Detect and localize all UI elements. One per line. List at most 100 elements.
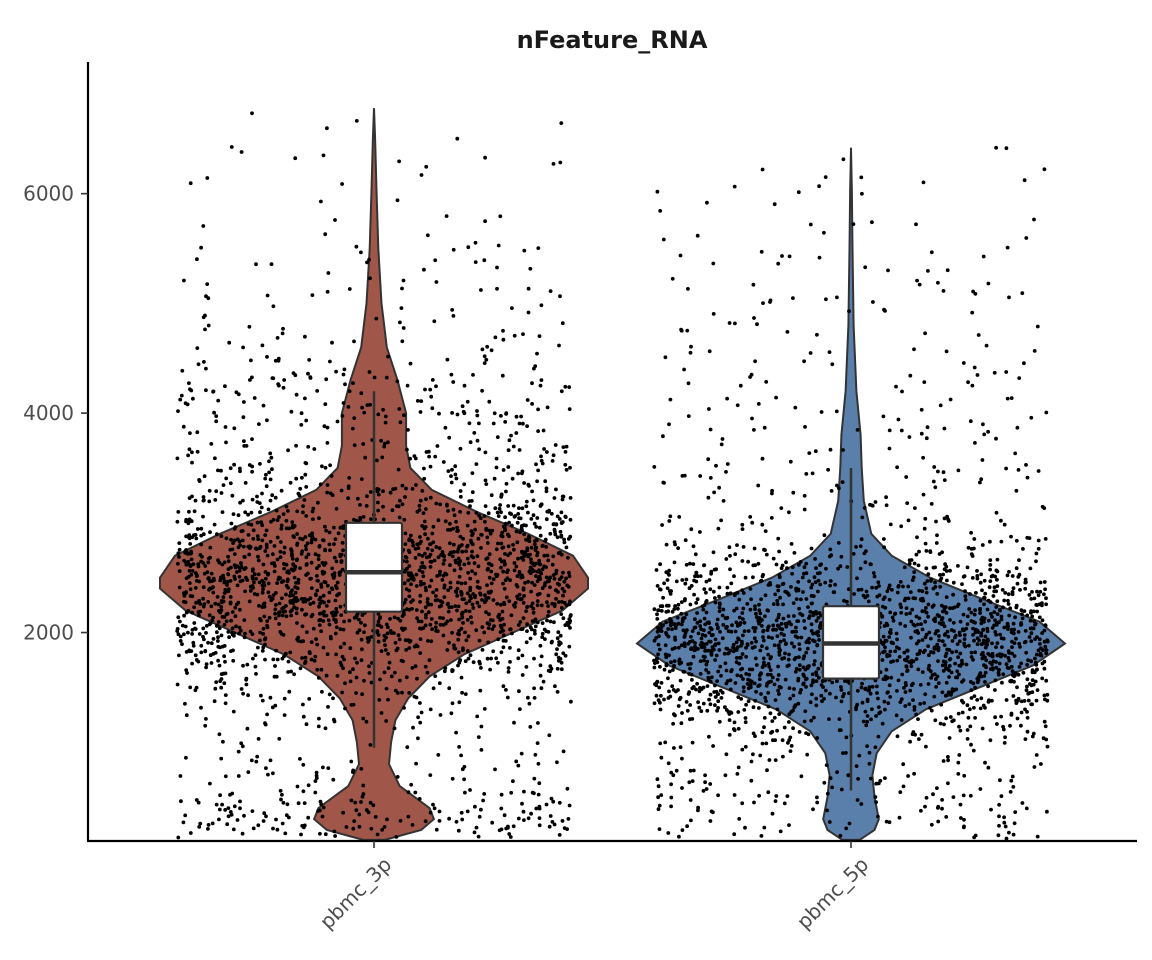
data-point <box>737 817 742 821</box>
data-point <box>409 533 413 538</box>
data-point <box>752 546 757 551</box>
data-point <box>1027 690 1032 695</box>
data-point <box>863 265 868 270</box>
data-point <box>413 456 418 461</box>
data-point <box>250 632 255 636</box>
data-point <box>759 249 764 254</box>
data-point <box>239 687 244 691</box>
data-point <box>831 590 836 594</box>
data-point <box>676 546 680 550</box>
data-point <box>403 555 408 559</box>
data-point <box>766 691 771 695</box>
data-point <box>749 759 754 764</box>
data-point <box>672 659 677 663</box>
data-point <box>876 580 881 585</box>
data-point <box>927 653 931 658</box>
data-point <box>684 700 689 704</box>
data-point <box>484 610 488 615</box>
data-point <box>353 656 357 661</box>
data-point <box>419 173 424 177</box>
data-point <box>561 593 565 598</box>
data-point <box>993 618 997 623</box>
data-point <box>693 644 697 649</box>
data-point <box>321 593 326 598</box>
data-point <box>711 810 715 815</box>
data-point <box>520 801 524 806</box>
data-point <box>416 546 421 550</box>
data-point <box>776 261 781 266</box>
data-point <box>455 608 459 613</box>
data-point <box>568 517 573 522</box>
data-point <box>654 636 658 640</box>
data-point <box>318 808 322 813</box>
data-point <box>221 576 226 581</box>
data-point <box>215 532 219 537</box>
data-point <box>566 817 571 821</box>
data-point <box>941 759 946 763</box>
data-point <box>552 496 557 500</box>
data-point <box>499 495 504 499</box>
data-point <box>460 690 464 695</box>
data-point <box>473 260 478 264</box>
data-point <box>830 362 835 367</box>
data-point <box>732 574 736 579</box>
data-point <box>189 549 194 554</box>
data-point <box>563 653 568 658</box>
data-point <box>779 621 784 626</box>
data-point <box>467 609 472 614</box>
data-point <box>320 689 324 694</box>
data-point <box>865 714 870 718</box>
data-point <box>822 533 827 538</box>
data-point <box>994 589 999 594</box>
data-point <box>438 713 443 717</box>
data-point <box>668 620 672 624</box>
data-point <box>496 514 501 518</box>
data-point <box>702 587 707 591</box>
data-point <box>807 579 811 584</box>
data-point <box>704 787 709 791</box>
data-point <box>415 616 419 621</box>
data-point <box>223 808 228 812</box>
data-point <box>942 643 947 647</box>
data-point <box>550 562 555 567</box>
data-point <box>332 719 337 724</box>
data-point <box>534 806 539 811</box>
data-point <box>546 609 551 614</box>
data-point <box>910 578 915 582</box>
data-point <box>247 463 252 467</box>
data-point <box>734 660 739 665</box>
data-point <box>537 806 542 811</box>
data-point <box>355 611 360 616</box>
data-point <box>936 819 941 824</box>
data-point <box>528 725 533 729</box>
data-point <box>695 611 699 615</box>
data-point <box>475 438 480 443</box>
data-point <box>532 542 537 547</box>
data-point <box>342 619 346 624</box>
data-point <box>384 686 389 691</box>
data-point <box>506 553 510 558</box>
data-point <box>422 476 427 481</box>
data-point <box>528 266 533 271</box>
data-point <box>295 598 300 603</box>
data-point <box>304 555 309 560</box>
data-point <box>936 804 941 809</box>
data-point <box>407 564 412 568</box>
data-point <box>967 607 972 611</box>
data-point <box>947 675 951 679</box>
data-point <box>838 833 843 838</box>
data-point <box>491 421 496 426</box>
data-point <box>794 597 799 601</box>
data-point <box>778 648 782 653</box>
data-point <box>304 485 309 489</box>
data-point <box>756 483 761 488</box>
data-point <box>535 603 540 608</box>
data-point <box>736 726 741 731</box>
data-point <box>538 571 543 575</box>
data-point <box>814 696 819 701</box>
data-point <box>178 634 183 639</box>
data-point <box>809 718 814 723</box>
data-point <box>450 776 455 781</box>
data-point <box>208 781 212 786</box>
data-point <box>1044 602 1048 607</box>
